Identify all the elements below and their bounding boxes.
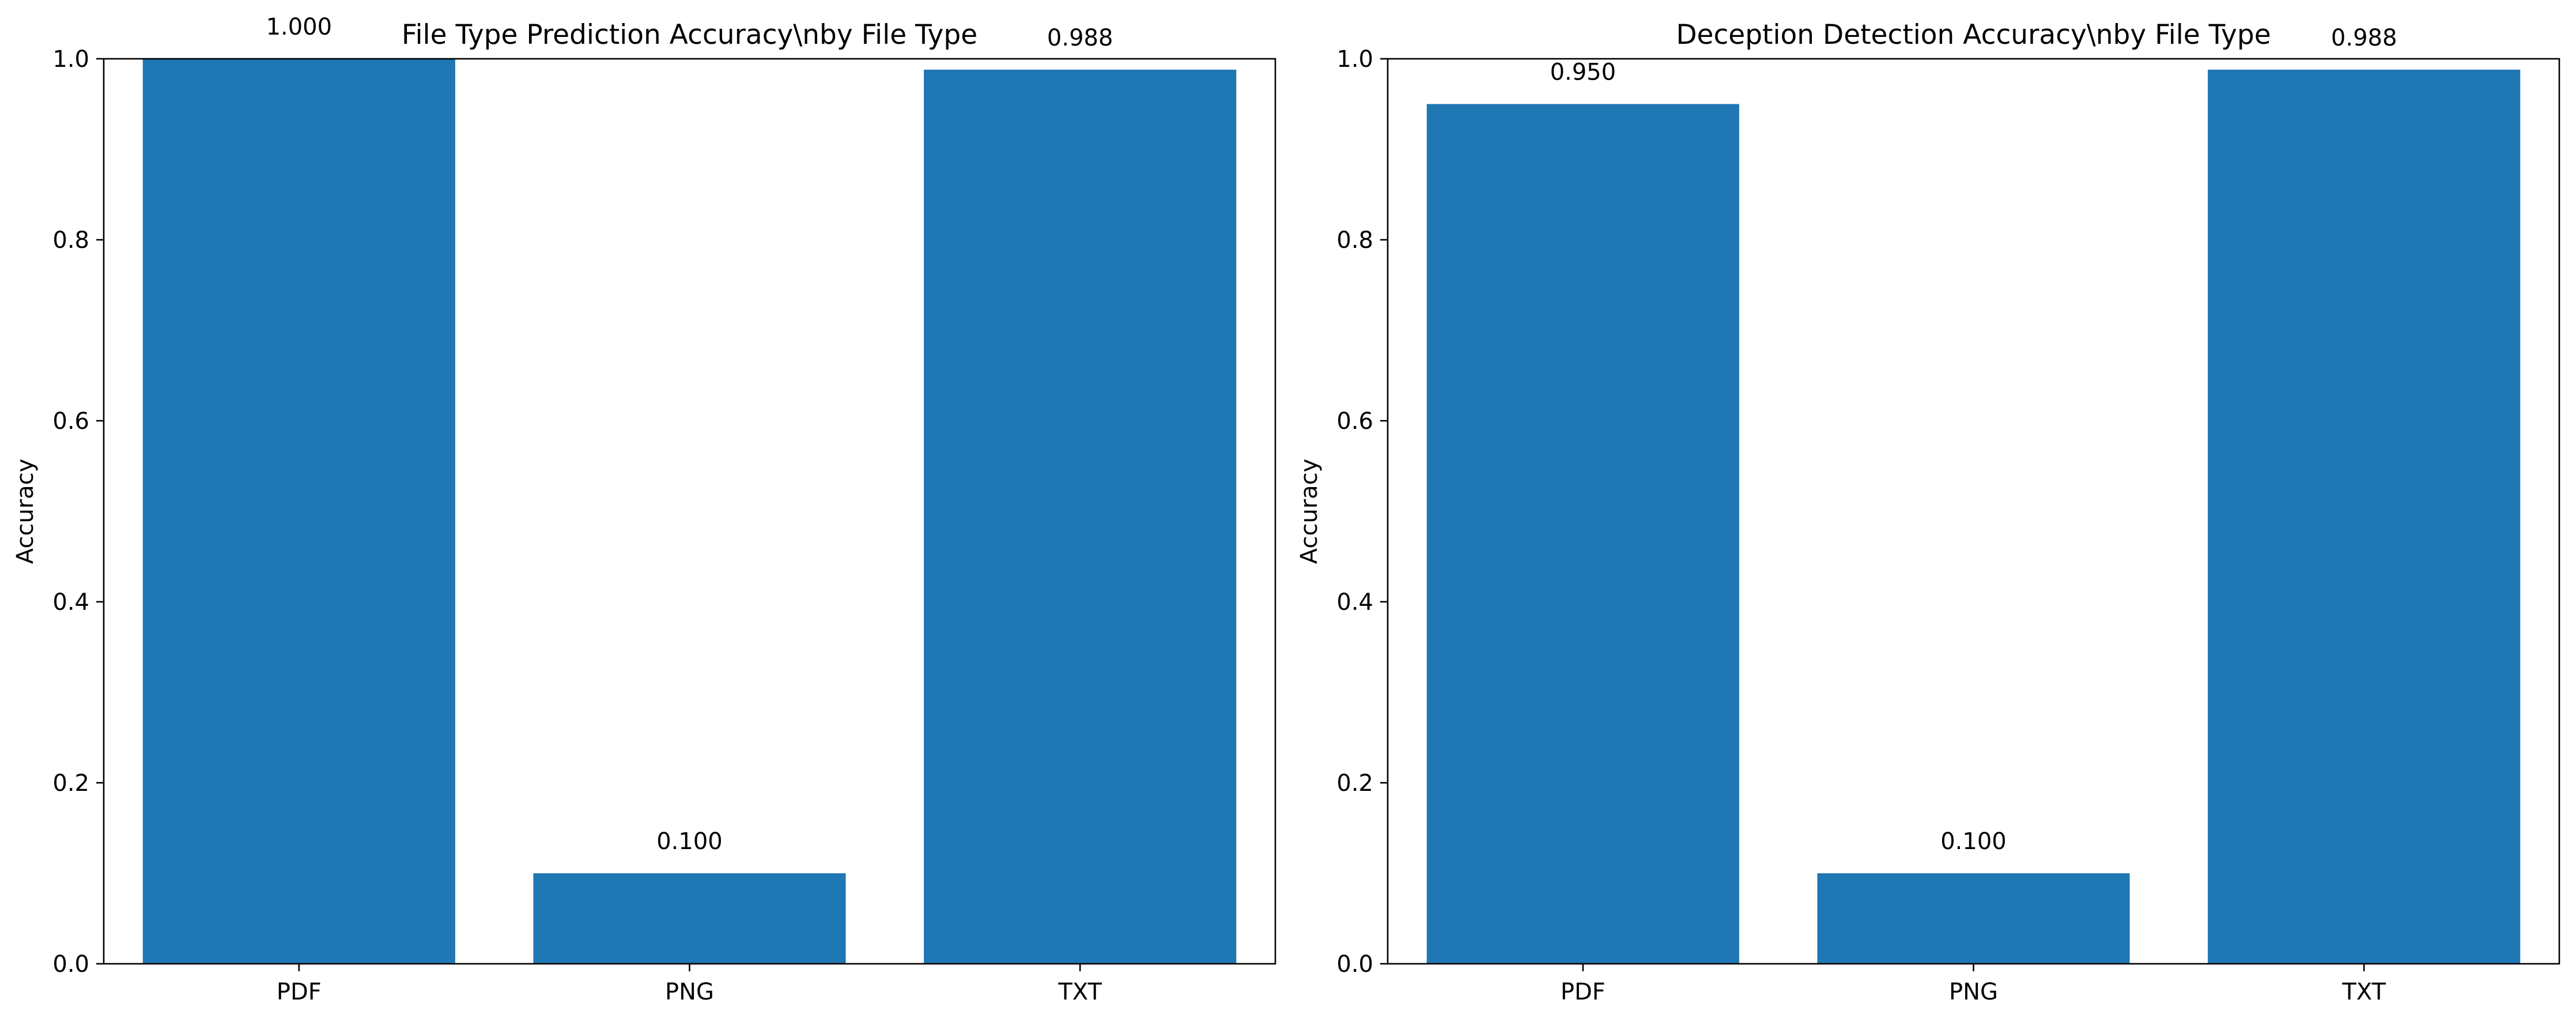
y-tick-label: 0.4 [52,589,89,616]
bar-value-label: 0.100 [656,828,723,855]
x-tick-label: PNG [665,979,714,1005]
y-tick-label: 0.2 [1336,770,1373,797]
bars-group [1426,69,2521,964]
x-tick-label: PDF [277,979,322,1005]
y-tick-label: 0.6 [52,408,89,435]
bars-group [142,59,1237,964]
x-tick-label: PDF [1561,979,1606,1005]
bar-txt [924,69,1237,964]
y-tick-label: 0.0 [52,951,89,978]
bar-value-label: 1.000 [266,14,333,40]
value-labels-group: 1.000 0.100 0.988 [266,14,1113,855]
y-tick-label: 0.8 [52,227,89,254]
y-tick-label: 1.0 [52,46,89,73]
x-tick-label: TXT [1057,979,1102,1005]
chart-title: Deception Detection Accuracy\nby File Ty… [1676,19,2271,51]
y-axis-label: Accuracy [1296,459,1323,564]
y-tick-label: 0.4 [1336,589,1373,616]
bar-pdf [142,59,455,964]
axes-frame [103,58,1276,965]
bar-png [1817,873,2130,964]
x-axis-ticks: PDF PNG TXT [1561,964,2386,1005]
chart-panel-file-type: File Type Prediction Accuracy\nby File T… [12,14,1276,1005]
x-tick-label: PNG [1949,979,1998,1005]
bar-png [533,873,846,964]
chart-panel-deception: Deception Detection Accuracy\nby File Ty… [1296,19,2560,1005]
y-tick-label: 0.8 [1336,227,1373,254]
bar-value-label: 0.988 [1047,25,1113,51]
y-tick-label: 0.6 [1336,408,1373,435]
y-axis-label: Accuracy [12,459,39,564]
x-tick-label: TXT [2341,979,2386,1005]
bar-value-label: 0.988 [2331,25,2397,51]
value-labels-group: 0.950 0.100 0.988 [1550,25,2397,855]
x-axis-ticks: PDF PNG TXT [277,964,1102,1005]
bar-value-label: 0.950 [1550,59,1616,86]
bar-txt [2208,69,2521,964]
y-tick-label: 0.2 [52,770,89,797]
chart-title: File Type Prediction Accuracy\nby File T… [402,19,977,51]
axes-frame [1387,58,2560,965]
y-tick-label: 0.0 [1336,951,1373,978]
bar-pdf [1426,104,1739,964]
y-axis-ticks: 0.0 0.2 0.4 0.6 0.8 1.0 [52,46,104,978]
y-axis-ticks: 0.0 0.2 0.4 0.6 0.8 1.0 [1336,46,1388,978]
y-tick-label: 1.0 [1336,46,1373,73]
bar-value-label: 0.100 [1940,828,2007,855]
